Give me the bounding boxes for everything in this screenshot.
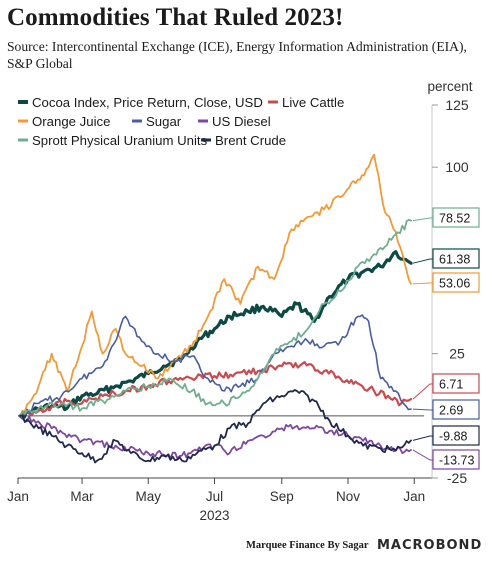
- end-label-connector: [412, 383, 433, 400]
- end-label-box: [432, 207, 480, 228]
- x-tick-label: Mar: [70, 489, 94, 504]
- legend-item: Cocoa Index, Price Return, Close, USD: [18, 95, 263, 110]
- end-label-connector: [412, 258, 433, 264]
- axis-layer: percent -25 25 100 125 Jan Mar May Jul Sep Nov Jan 2…: [7, 79, 473, 523]
- end-label-box: [432, 399, 480, 420]
- end-label-connector: [412, 435, 433, 441]
- series-line: [19, 414, 412, 460]
- legend: Cocoa Index, Price Return, Close, USD Liv…: [18, 95, 344, 148]
- series-line: [19, 153, 412, 417]
- legend-label: Live Cattle: [282, 95, 344, 110]
- y-tick-label: 100: [445, 159, 469, 175]
- legend-label: Cocoa Index, Price Return, Close, USD: [32, 95, 263, 110]
- x-tick-label: Jan: [7, 489, 29, 504]
- legend-item: Live Cattle: [268, 95, 344, 110]
- legend-item: Brent Crude: [201, 133, 286, 148]
- legend-label: Sprott Physical Uranium Units: [32, 133, 208, 148]
- end-label-box: [432, 272, 480, 293]
- end-label: -9.88: [439, 430, 468, 444]
- end-label: 78.52: [439, 212, 470, 226]
- end-label: -13.73: [439, 454, 474, 468]
- end-label-layer: 61.38 6.71 53.06 2.69 -13.73 78.52 -9.88: [412, 207, 480, 470]
- end-label-connector: [412, 282, 433, 285]
- y-tick-label: 25: [449, 346, 465, 362]
- y-axis-label: percent: [427, 79, 472, 94]
- end-label-box: [432, 373, 480, 394]
- end-label: 53.06: [439, 277, 470, 291]
- legend-item: Sugar: [132, 114, 182, 129]
- x-tick-label: Jul: [206, 489, 223, 504]
- series-line: [19, 218, 412, 417]
- footer-credit: Marquee Finance By Sagar: [246, 540, 369, 551]
- brand-logo: MACROBOND: [377, 538, 483, 553]
- end-label-connector: [412, 449, 433, 461]
- series-line: [19, 314, 412, 417]
- end-label-box: [432, 449, 480, 470]
- legend-label: US Diesel: [212, 114, 271, 129]
- legend-label: Sugar: [146, 114, 182, 129]
- legend-item: Orange Juice: [18, 114, 110, 129]
- x-tick-label: Sep: [270, 489, 294, 504]
- series-line: [19, 361, 413, 417]
- series-line: [19, 389, 412, 464]
- end-label: 6.71: [439, 378, 463, 392]
- y-tick-label: 125: [445, 97, 469, 113]
- end-label: 61.38: [439, 253, 470, 267]
- series-layer: [18, 153, 413, 464]
- x-year-label: 2023: [199, 508, 229, 523]
- legend-item: US Diesel: [198, 114, 271, 129]
- x-tick-label: Jan: [403, 489, 425, 504]
- y-tick-label: -25: [447, 470, 467, 486]
- end-label-box: [432, 425, 480, 446]
- end-label-connector: [412, 217, 433, 222]
- series-line: [18, 250, 413, 420]
- legend-item: Sprott Physical Uranium Units: [18, 133, 208, 148]
- end-label-box: [432, 248, 480, 269]
- source-note: Source: Intercontinental Exchange (ICE),…: [7, 39, 467, 71]
- legend-label: Orange Juice: [32, 114, 110, 129]
- legend-label: Brent Crude: [215, 133, 286, 148]
- end-label: 2.69: [439, 404, 463, 418]
- page-title: Commodities That Ruled 2023!: [7, 4, 344, 31]
- end-label-connector: [412, 408, 433, 411]
- x-tick-label: May: [136, 489, 162, 504]
- x-tick-label: Nov: [336, 489, 360, 504]
